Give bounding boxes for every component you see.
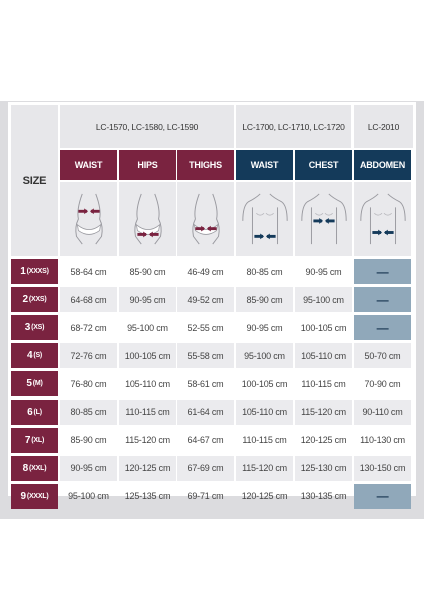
measurement-cell: 105-110 cm [236,399,293,425]
measurement-cell: 125-135 cm [124,491,171,502]
size-code: (M) [32,380,43,388]
column-header-waist-female: WAIST [60,150,117,180]
measurement-cell: 130-135 cm [300,491,347,502]
measurement-cell: 120-125 cm [300,435,347,446]
size-number: 3 [24,322,31,334]
measurement-cell: 70-90 cm [364,378,401,389]
size-label: 5 (M) [11,371,58,397]
size-code: (XXL) [29,464,47,472]
size-chart-table: SIZE LC-1570, LC-1580, LC-1590 LC-1700, LC… [8,102,416,509]
not-available-cell: — [354,315,411,341]
measurement-cell: 90-95 cm [60,455,117,481]
measurement-cell: 100-105 cm [241,378,288,389]
size-number: 8 [22,462,29,474]
size-code: (XXXL) [26,492,49,500]
female-waist-figure-icon [60,182,117,256]
female-thighs-figure-icon [177,182,234,256]
size-label: 9 (XXXL) [11,483,58,509]
measurement-cell: 105-110 cm [125,378,170,389]
size-label: 6 (L) [11,399,58,425]
measurement-cell: 120-125 cm [119,455,176,481]
size-number: 1 [20,266,26,277]
measurement-cell: 120-125 cm [241,491,288,502]
measurement-cell: 55-58 cm [177,343,234,369]
measurement-cell: 64-67 cm [187,435,224,446]
size-label: 8 (XXL) [11,455,58,481]
measurement-cell: 85-90 cm [129,266,166,277]
measurement-cell: 110-115 cm [301,378,346,389]
measurement-cell: 115-120 cm [295,399,352,425]
measurement-cell: 95-100 cm [127,322,168,333]
size-label: 3 (XS) [11,315,58,341]
measurement-cell: 52-55 cm [187,322,224,333]
measurement-cell: 80-85 cm [60,399,117,425]
measurement-cell: 58-64 cm [70,266,107,277]
measurement-cell: 69-71 cm [187,491,224,502]
measurement-cell: 100-105 cm [300,322,347,333]
measurement-cell: 80-85 cm [246,266,283,277]
size-label: 4 (S) [11,343,58,369]
size-number: 6 [27,406,33,418]
size-number: 5 [26,378,32,390]
measurement-cell: 105-110 cm [295,343,352,369]
size-code: (XL) [31,436,45,444]
measurement-cell: 49-52 cm [177,287,234,313]
measurement-cell: 125-130 cm [295,455,352,481]
size-number: 7 [24,434,31,446]
measurement-cell: 110-115 cm [242,435,287,446]
measurement-cell: 100-105 cm [119,343,176,369]
female-hips-figure-icon [119,182,176,256]
measurement-cell: 90-95 cm [119,287,176,313]
column-header-abdomen-male: ABDOMEN [354,150,411,180]
measurement-cell: 68-72 cm [70,322,107,333]
group-header-lc1570: LC-1570, LC-1580, LC-1590 [60,105,234,148]
measurement-cell: 130-150 cm [354,455,411,481]
group-header-lc1700: LC-1700, LC-1710, LC-1720 [236,105,351,148]
measurement-cell: 110-115 cm [119,399,176,425]
column-header-hips-female: HIPS [119,150,176,180]
not-available-cell: — [354,483,411,509]
size-label: 7 (XL) [11,427,58,453]
measurement-cell: 115-120 cm [125,435,170,446]
measurement-cell: 90-95 cm [246,322,283,333]
measurement-cell: 76-80 cm [70,378,107,389]
measurement-cell: 95-100 cm [68,491,109,502]
column-header-waist-male: WAIST [236,150,293,180]
size-code: (L) [33,408,43,416]
measurement-cell: 90-95 cm [305,266,342,277]
size-number: 2 [22,294,28,306]
size-label: 2 (XXS) [11,287,58,313]
column-header-thighs-female: THIGHS [177,150,234,180]
measurement-cell: 95-100 cm [236,343,293,369]
measurement-cell: 64-68 cm [60,287,117,313]
measurement-cell: 58-61 cm [187,378,224,389]
group-header-lc2010: LC-2010 [354,105,413,148]
size-code: (XXS) [28,296,47,304]
size-header: SIZE [11,105,58,256]
measurement-cell: 72-76 cm [60,343,117,369]
size-code: (XS) [31,324,45,332]
measurement-cell: 85-90 cm [236,287,293,313]
size-number: 9 [20,490,26,502]
male-chest-figure-icon [295,182,352,256]
size-code: (XXXS) [26,268,49,275]
measurement-cell: 61-64 cm [177,399,234,425]
measurement-cell: 115-120 cm [236,455,293,481]
size-label: 1 (XXXS) [11,259,58,284]
measurement-cell: 95-100 cm [295,287,352,313]
measurement-cell: 67-69 cm [177,455,234,481]
not-available-cell: — [354,287,411,313]
not-available-cell: — [354,259,411,284]
size-code: (S) [33,352,43,360]
size-number: 4 [26,350,33,362]
measurement-cell: 110-130 cm [360,435,405,446]
measurement-cell: 50-70 cm [354,343,411,369]
measurement-cell: 90-110 cm [354,399,411,425]
column-header-chest-male: CHEST [295,150,352,180]
male-abdomen-figure-icon [354,182,411,256]
measurement-cell: 46-49 cm [187,266,224,277]
male-waist-figure-icon [236,182,293,256]
measurement-cell: 85-90 cm [70,435,107,446]
